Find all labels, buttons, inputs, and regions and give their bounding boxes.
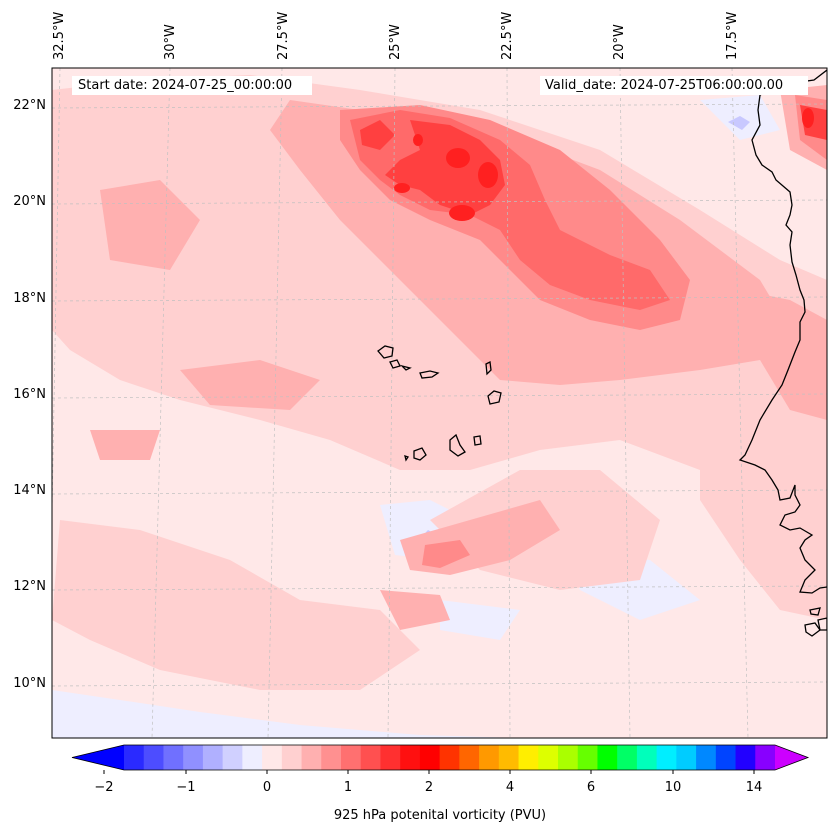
colorbar-outline — [71, 744, 810, 771]
colorbar-swatch — [400, 745, 421, 770]
colorbar-swatch — [262, 745, 283, 770]
lat-label-10n: 10°N — [13, 676, 46, 691]
colorbar-swatch — [498, 745, 520, 770]
map-frame — [51, 67, 828, 739]
start-date-label: Start date: 2024-07-25_00:00:00 — [75, 78, 296, 93]
lon-label-27-5w: 27.5°W — [276, 11, 291, 60]
colorbar-swatch — [321, 745, 342, 770]
colorbar-tick-label: 10 — [664, 780, 682, 795]
colorbar-tick-label: 1 — [343, 780, 353, 795]
colorbar-swatch — [281, 745, 303, 770]
colorbar-swatch — [558, 745, 579, 770]
colorbar-swatch — [617, 745, 638, 770]
lon-label-30w: 30°W — [163, 24, 178, 60]
colorbar-extend-low — [72, 745, 124, 770]
lon-label-20w: 20°W — [612, 24, 627, 60]
colorbar-swatch — [459, 745, 480, 770]
colorbar-swatch — [597, 745, 618, 770]
colorbar-swatch — [755, 745, 776, 770]
colorbar-swatch — [479, 745, 500, 770]
lat-label-18n: 18°N — [13, 291, 46, 306]
colorbar-tick-label: 6 — [586, 780, 596, 795]
colorbar-swatch — [676, 745, 697, 770]
colorbar-swatch — [222, 745, 243, 770]
colorbar-swatch — [242, 745, 263, 770]
colorbar-swatch — [341, 745, 362, 770]
colorbar — [71, 744, 810, 774]
colorbar-tick-label: 14 — [745, 780, 763, 795]
colorbar-tick-label: 4 — [505, 780, 515, 795]
lat-label-20n: 20°N — [13, 194, 46, 209]
colorbar-extend-high — [775, 745, 808, 770]
colorbar-swatch — [439, 745, 460, 770]
colorbar-swatch — [656, 745, 677, 770]
lat-label-16n: 16°N — [13, 387, 46, 402]
colorbar-swatch — [183, 745, 204, 770]
lat-label-14n: 14°N — [13, 483, 46, 498]
lat-label-12n: 12°N — [13, 579, 46, 594]
colorbar-swatch — [518, 745, 539, 770]
lon-label-22-5w: 22.5°W — [500, 11, 515, 60]
colorbar-swatch — [380, 745, 401, 770]
colorbar-swatch — [124, 745, 145, 770]
colorbar-swatch — [419, 745, 441, 770]
red-core-areas — [394, 108, 814, 221]
colorbar-swatch — [163, 745, 184, 770]
valid-date-label: Valid_date: 2024-07-25T06:00:00.00 — [542, 78, 787, 93]
lat-label-22n: 22°N — [13, 98, 46, 113]
coastline — [377, 69, 827, 637]
map-area — [52, 68, 827, 738]
colorbar-swatch — [143, 745, 164, 770]
graticule — [52, 68, 827, 738]
colorbar-swatch — [735, 745, 756, 770]
colorbar-title: 925 hPa potenital vorticity (PVU) — [333, 808, 547, 823]
lon-label-32-5w: 32.5°W — [52, 11, 67, 60]
colorbar-swatch — [202, 745, 224, 770]
colorbar-swatch — [636, 745, 658, 770]
colorbar-swatch — [715, 745, 737, 770]
lon-label-17-5w: 17.5°W — [725, 11, 740, 60]
colorbar-tick-label: −1 — [176, 780, 196, 795]
colorbar-tick-label: −2 — [94, 780, 114, 795]
colorbar-swatch — [301, 745, 322, 770]
lon-label-25w: 25°W — [388, 24, 403, 60]
colorbar-swatch — [360, 745, 381, 770]
colorbar-tick-label: 0 — [262, 780, 272, 795]
blue-patch-north — [728, 116, 750, 130]
colorbar-swatch — [577, 745, 598, 770]
colorbar-tick-label: 2 — [424, 780, 434, 795]
colorbar-swatch — [538, 745, 559, 770]
colorbar-swatch — [696, 745, 717, 770]
